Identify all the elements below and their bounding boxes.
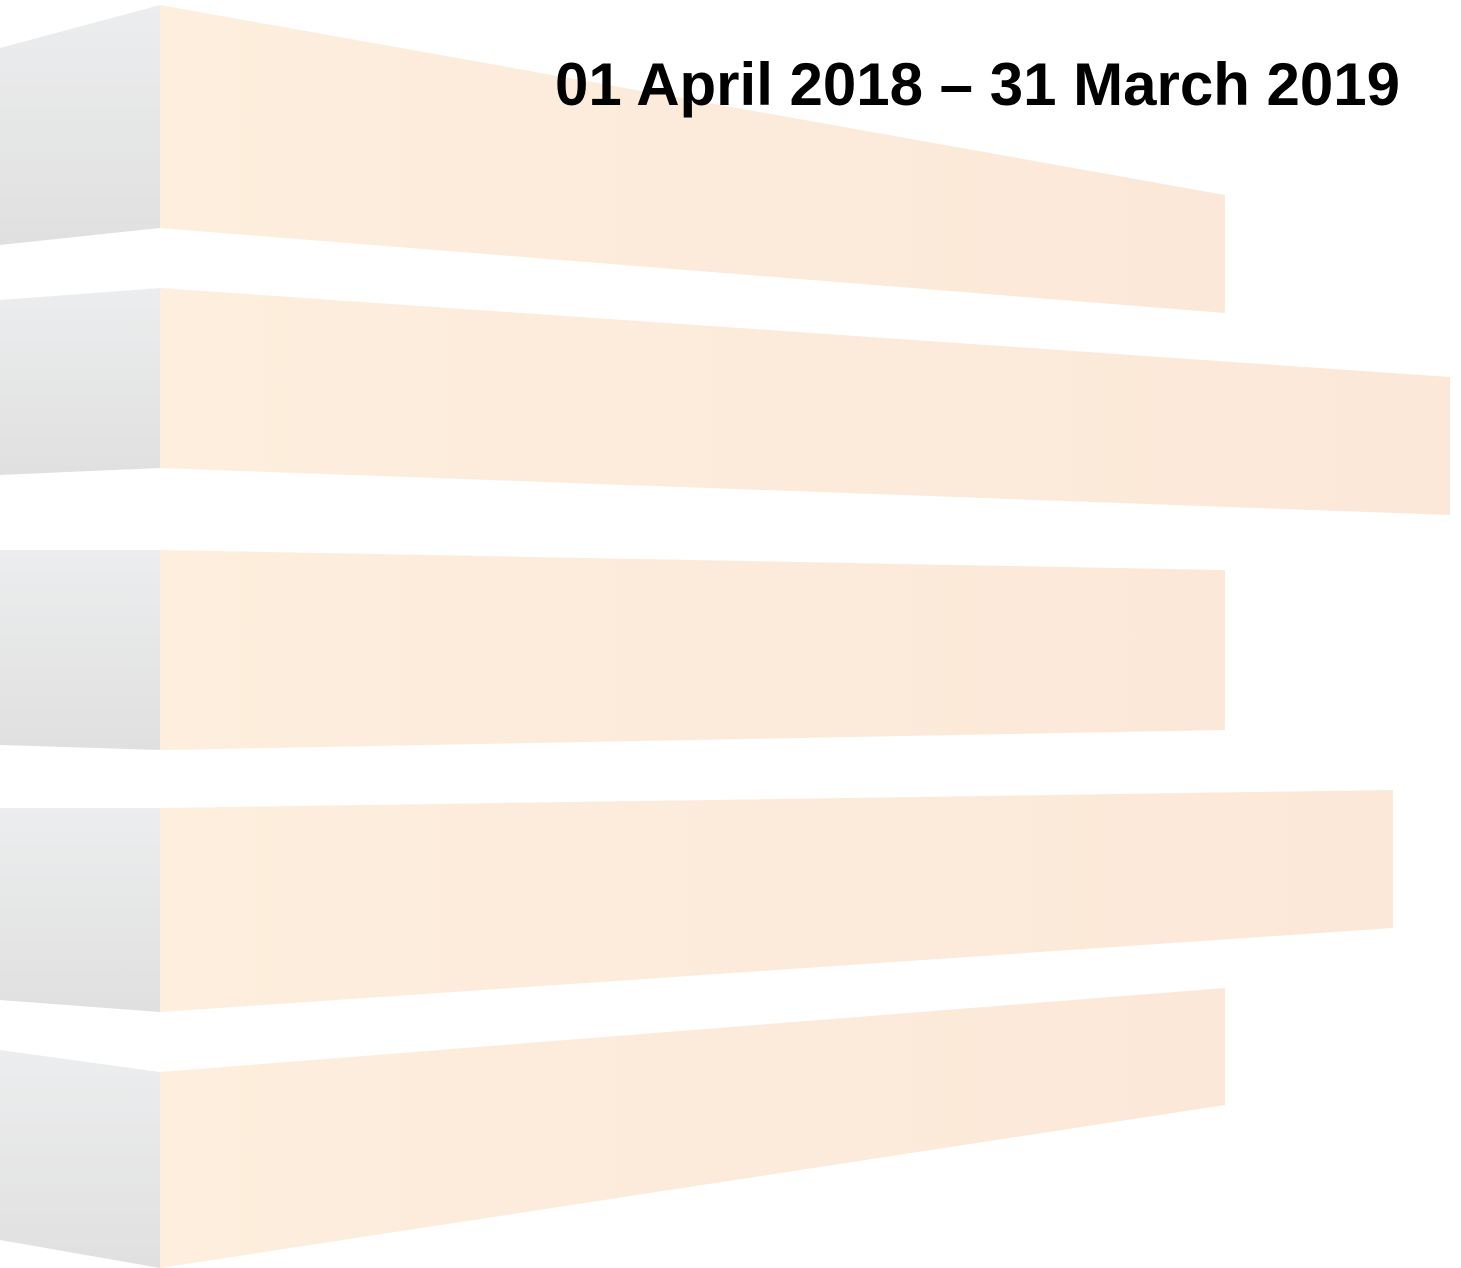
bar-side bbox=[0, 550, 160, 750]
bar-side bbox=[0, 1050, 160, 1268]
bar-side bbox=[0, 288, 160, 475]
bar-side bbox=[0, 808, 160, 1012]
bar-face bbox=[160, 790, 1393, 1012]
bar-face bbox=[160, 550, 1225, 750]
bar-face bbox=[160, 988, 1225, 1268]
bar-side bbox=[0, 5, 160, 245]
period-title: 01 April 2018 – 31 March 2019 bbox=[555, 51, 1400, 118]
bar-face bbox=[160, 288, 1450, 515]
bar-face bbox=[160, 5, 1225, 313]
decorative-bars bbox=[0, 5, 1450, 1268]
